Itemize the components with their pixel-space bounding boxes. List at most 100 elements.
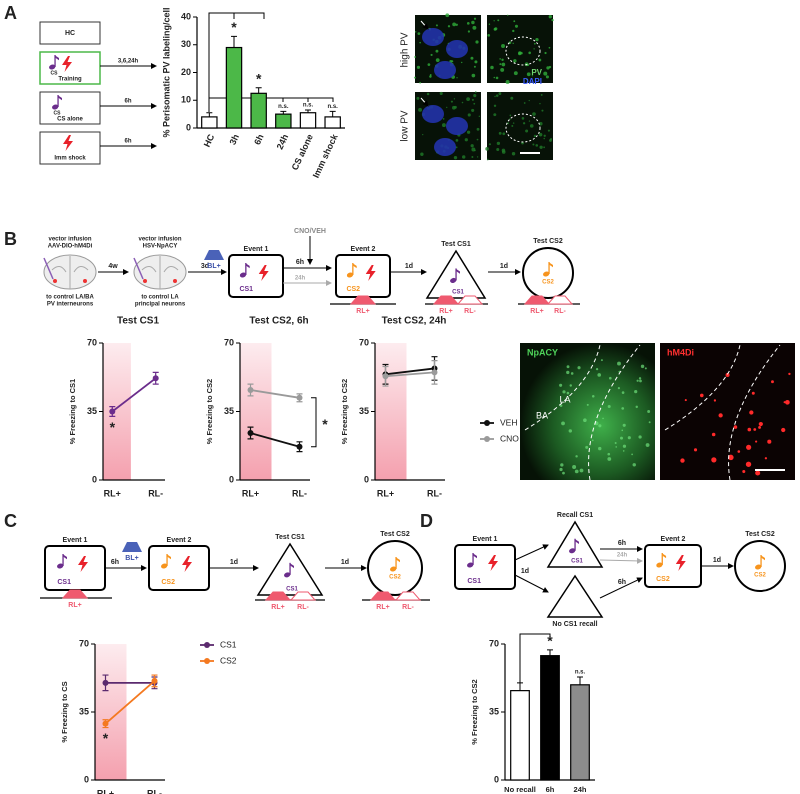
cell bbox=[771, 380, 774, 384]
cell bbox=[621, 407, 625, 410]
speck bbox=[426, 92, 430, 96]
x-tick-label: RL+ bbox=[377, 488, 394, 498]
x-tick-label: Imm shock bbox=[311, 132, 340, 180]
label: 3d bbox=[201, 263, 209, 270]
cs-label: CS1 bbox=[286, 587, 298, 593]
text: CS bbox=[54, 110, 62, 116]
speck bbox=[417, 32, 421, 35]
g bbox=[559, 359, 791, 476]
rl-label: RL+ bbox=[439, 308, 452, 315]
speck bbox=[473, 102, 476, 105]
text: LA bbox=[559, 394, 570, 404]
arrow bbox=[599, 577, 643, 599]
annotation: * bbox=[110, 419, 116, 435]
x-tick-label: 3h bbox=[227, 133, 241, 147]
chart-title: Test CS2, 24h bbox=[382, 316, 447, 327]
y-axis-label: % Perisomatic PV labeling/cell bbox=[161, 7, 171, 137]
y-tick-label: 70 bbox=[79, 638, 89, 648]
speck bbox=[466, 130, 471, 134]
error-bar bbox=[329, 110, 336, 117]
cell bbox=[733, 425, 738, 429]
x-tick-label: No recall bbox=[504, 785, 536, 794]
label: 1d bbox=[341, 559, 349, 566]
bar bbox=[201, 116, 218, 129]
text: hM4Di bbox=[667, 347, 694, 357]
speck bbox=[550, 138, 553, 141]
cell bbox=[627, 436, 631, 440]
x-tick-label: 24h bbox=[574, 785, 587, 794]
error-bar bbox=[577, 676, 583, 685]
cs-label: CS2 bbox=[389, 575, 401, 581]
legend-marker bbox=[484, 420, 490, 426]
cell bbox=[751, 391, 755, 395]
cell bbox=[693, 448, 698, 452]
speck bbox=[512, 42, 514, 45]
legend-label: CS1 bbox=[220, 639, 237, 649]
annotation: n.s. bbox=[278, 104, 289, 110]
legend-marker bbox=[204, 658, 210, 664]
cell bbox=[561, 421, 565, 426]
annotation: n.s. bbox=[303, 103, 314, 109]
cell bbox=[635, 405, 638, 409]
test-title: Recall CS1 bbox=[557, 512, 593, 519]
y-tick-label: 0 bbox=[84, 774, 89, 784]
speck bbox=[472, 25, 477, 30]
text: 6h bbox=[124, 99, 131, 105]
bl-label: BL+ bbox=[125, 555, 138, 562]
speck bbox=[543, 71, 548, 76]
speck bbox=[526, 72, 531, 77]
speck bbox=[478, 115, 481, 118]
arr bbox=[208, 12, 265, 112]
speck bbox=[543, 146, 546, 149]
box bbox=[39, 91, 101, 125]
cell bbox=[631, 453, 633, 456]
cell bbox=[781, 427, 786, 433]
text: DAPI bbox=[523, 77, 542, 86]
speck bbox=[487, 33, 491, 37]
speck bbox=[435, 58, 440, 63]
speck bbox=[543, 137, 545, 140]
chart-title: Test CS2, 6h bbox=[249, 316, 308, 327]
speck bbox=[476, 138, 479, 141]
rl-label: RL- bbox=[554, 308, 566, 315]
path bbox=[664, 344, 781, 481]
speck bbox=[441, 123, 446, 128]
cell bbox=[566, 365, 570, 369]
event-box bbox=[228, 254, 284, 298]
error-bar bbox=[280, 110, 287, 115]
cell bbox=[575, 455, 578, 458]
y-tick-label: 0 bbox=[92, 474, 97, 484]
cell bbox=[640, 364, 645, 369]
cell bbox=[559, 404, 563, 407]
speck bbox=[541, 109, 544, 112]
text: Training bbox=[58, 77, 82, 83]
cell bbox=[591, 439, 594, 442]
y-tick-label: 0 bbox=[229, 474, 234, 484]
speck bbox=[551, 18, 554, 22]
speck bbox=[496, 141, 501, 146]
pointer bbox=[420, 97, 429, 107]
speck bbox=[523, 102, 526, 104]
x-tick-label: RL- bbox=[427, 488, 442, 498]
test-title: Test CS2 bbox=[380, 531, 410, 538]
speck bbox=[467, 30, 471, 33]
point bbox=[247, 430, 254, 437]
speck bbox=[467, 113, 471, 117]
legend-marker bbox=[204, 642, 210, 648]
label: 24h bbox=[617, 553, 628, 559]
cell-outline bbox=[505, 113, 541, 143]
path bbox=[51, 256, 89, 289]
cell bbox=[753, 428, 757, 431]
nucleus bbox=[434, 138, 456, 156]
speck bbox=[531, 75, 534, 77]
event-box bbox=[335, 254, 391, 298]
speck bbox=[413, 76, 417, 79]
test-triangle bbox=[546, 574, 604, 618]
point bbox=[151, 677, 158, 684]
text: principal neurons bbox=[135, 302, 186, 308]
text: Imm shock bbox=[54, 156, 86, 162]
speck bbox=[455, 23, 458, 27]
speck bbox=[496, 147, 500, 152]
bar bbox=[510, 690, 530, 781]
arrow bbox=[514, 574, 549, 593]
